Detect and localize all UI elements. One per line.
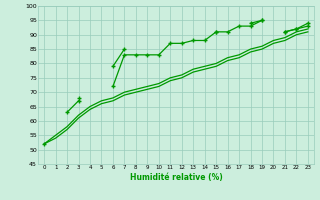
X-axis label: Humidité relative (%): Humidité relative (%) <box>130 173 222 182</box>
